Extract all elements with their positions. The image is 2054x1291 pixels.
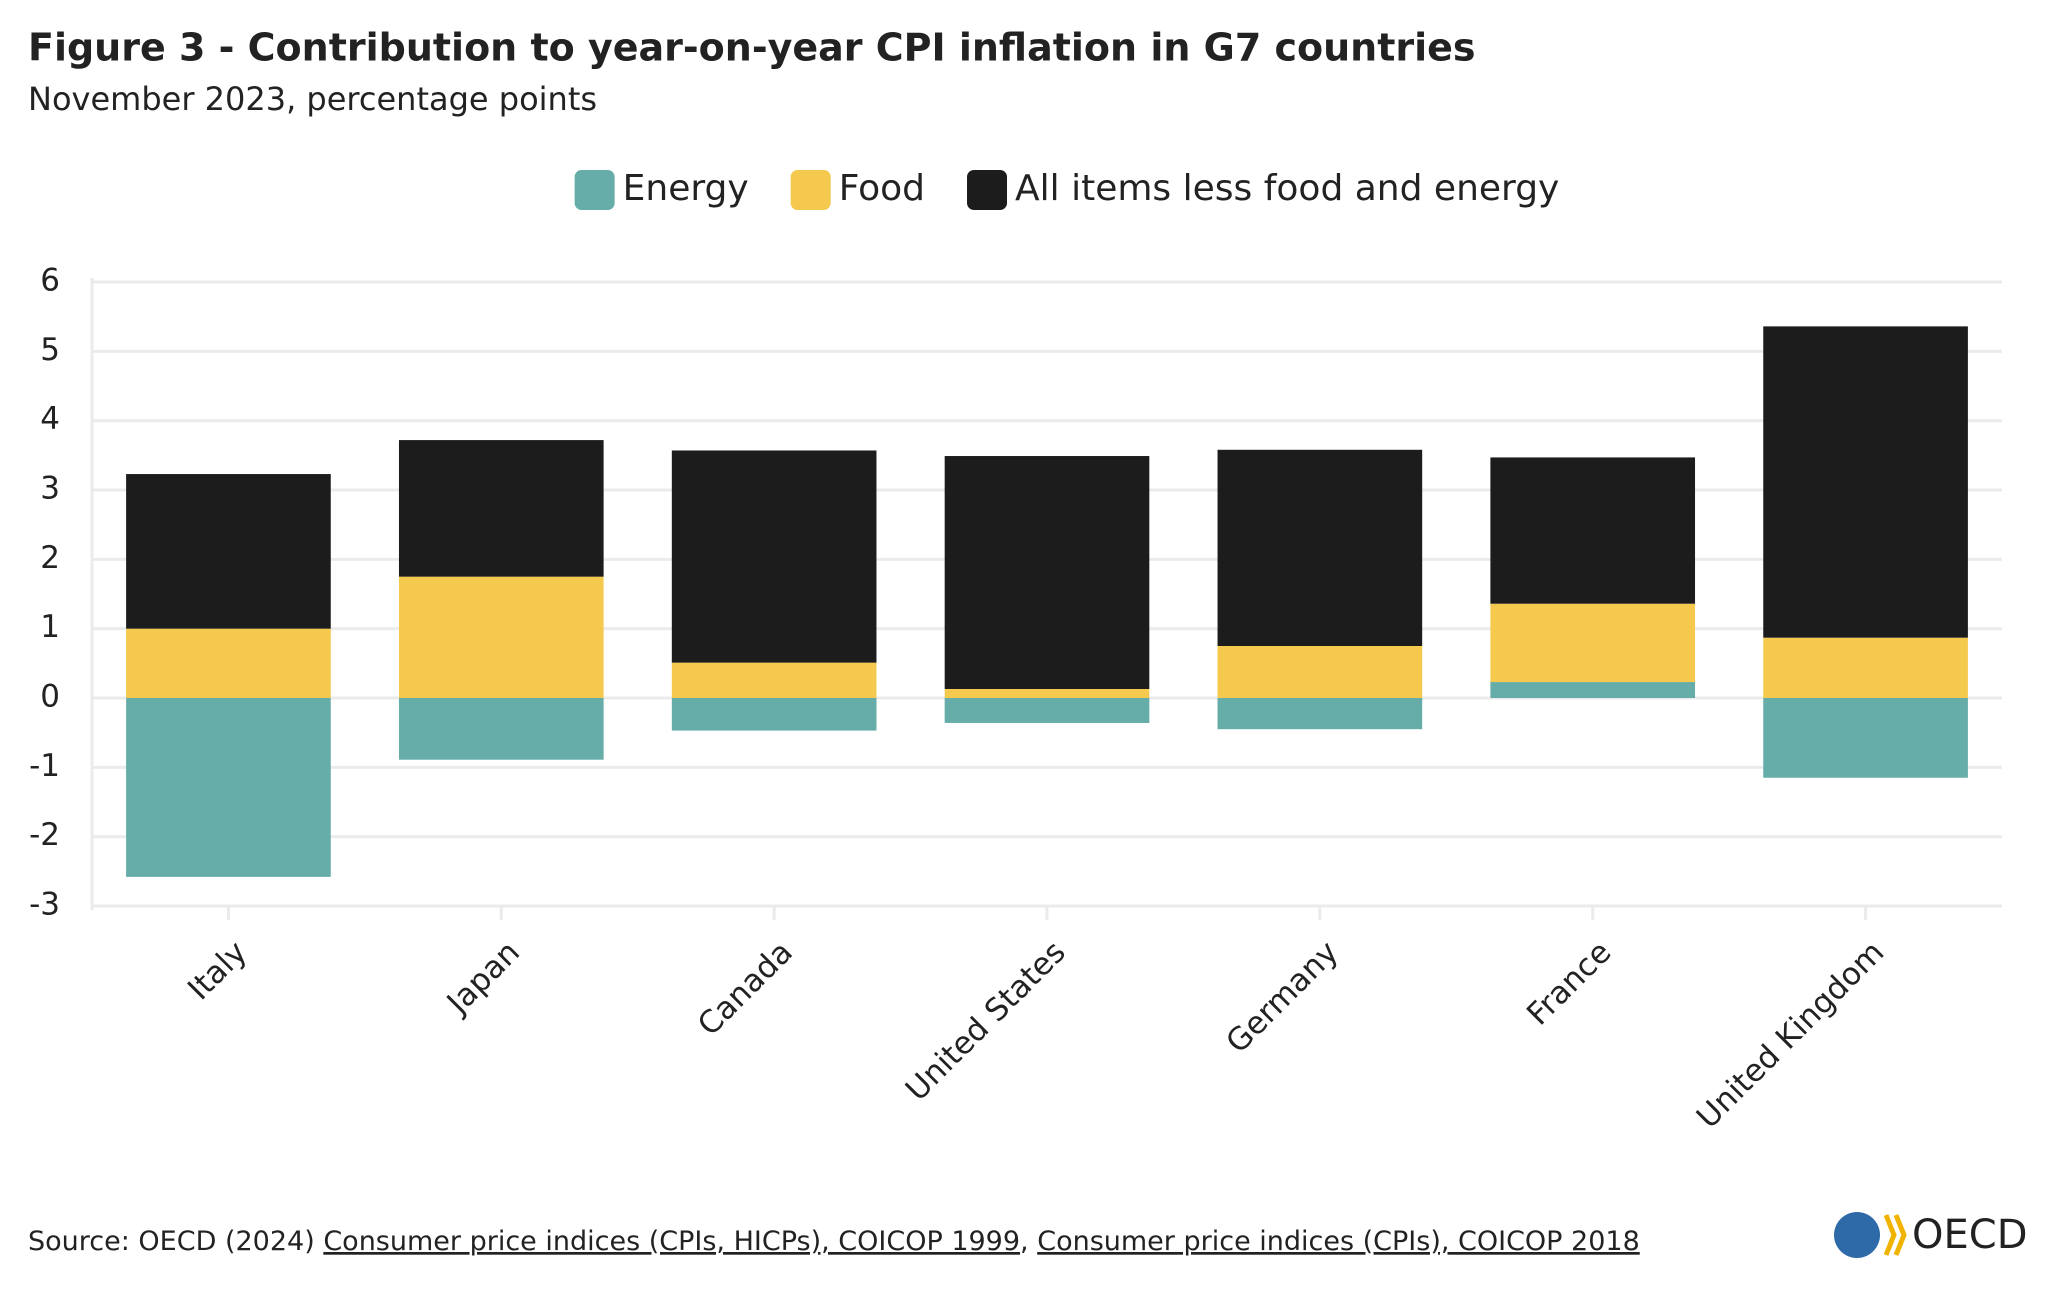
y-tick-label: 0 xyxy=(40,679,60,715)
y-tick-label: 4 xyxy=(40,401,60,437)
bar-segment xyxy=(398,698,604,760)
y-tick-label: 3 xyxy=(40,471,60,507)
bar-segment xyxy=(126,628,331,698)
x-tick-label: Japan xyxy=(439,934,527,1022)
x-tick-label: Italy xyxy=(181,934,254,1007)
logo-globe xyxy=(1834,1212,1880,1258)
legend: Energy Food All items less food and energy xyxy=(574,168,1559,210)
bar-segment xyxy=(1490,603,1696,683)
source-link[interactable]: Consumer price indices (CPIs, HICPs), CO… xyxy=(323,1226,1020,1257)
legend-swatch xyxy=(967,170,1008,210)
legend-label: Food xyxy=(839,168,925,209)
x-tick-label: United States xyxy=(899,934,1073,1108)
bar-segment xyxy=(944,688,1150,698)
bar-segment xyxy=(944,456,1150,689)
bar-segment xyxy=(671,698,877,731)
y-tick-label: -2 xyxy=(29,817,60,853)
bar-segment xyxy=(1217,698,1423,730)
source: Source: OECD (2024) Consumer price indic… xyxy=(28,1226,1640,1257)
bar-segment xyxy=(1763,698,1968,778)
y-tick-label: -3 xyxy=(29,887,60,923)
x-tick-label: Canada xyxy=(691,934,800,1043)
bar-segment xyxy=(944,698,1150,723)
legend-swatch xyxy=(790,170,831,210)
x-tick-label: United Kingdom xyxy=(1690,934,1891,1135)
chart-title: Figure 3 - Contribution to year-on-year … xyxy=(28,26,1476,70)
x-tick-label: Germany xyxy=(1219,934,1345,1060)
source-link[interactable]: Consumer price indices (CPIs), COICOP 20… xyxy=(1037,1226,1640,1257)
bar-segment xyxy=(1763,637,1968,698)
bar-segment xyxy=(1490,682,1696,698)
logo-text: OECD xyxy=(1912,1212,2028,1258)
bar-segment xyxy=(126,698,331,877)
bar-segment xyxy=(1490,457,1696,604)
y-tick-label: -1 xyxy=(29,748,60,784)
bar-segment xyxy=(671,662,877,698)
y-tick-label: 1 xyxy=(40,609,60,645)
logo: OECD xyxy=(1834,1212,2028,1258)
y-tick-label: 6 xyxy=(40,263,60,299)
legend-label: All items less food and energy xyxy=(1015,168,1559,209)
y-tick-label: 2 xyxy=(40,540,60,576)
x-tick-label: France xyxy=(1520,934,1618,1032)
legend-swatch xyxy=(574,170,615,210)
bar-segment xyxy=(671,450,877,663)
legend-label: Energy xyxy=(623,168,749,209)
source-prefix: Source: OECD (2024) xyxy=(28,1226,315,1257)
chart-subtitle: November 2023, percentage points xyxy=(28,80,597,118)
bar-segment xyxy=(398,576,604,698)
bar-segment xyxy=(126,474,331,629)
y-tick-label: 5 xyxy=(40,332,60,368)
source-separator: , xyxy=(1020,1226,1029,1257)
bar-segment xyxy=(1217,646,1423,698)
bar-segment xyxy=(1763,326,1968,638)
logo-mark xyxy=(1883,1214,1907,1256)
bar-segment xyxy=(398,440,604,577)
bar-segment xyxy=(1217,449,1423,646)
